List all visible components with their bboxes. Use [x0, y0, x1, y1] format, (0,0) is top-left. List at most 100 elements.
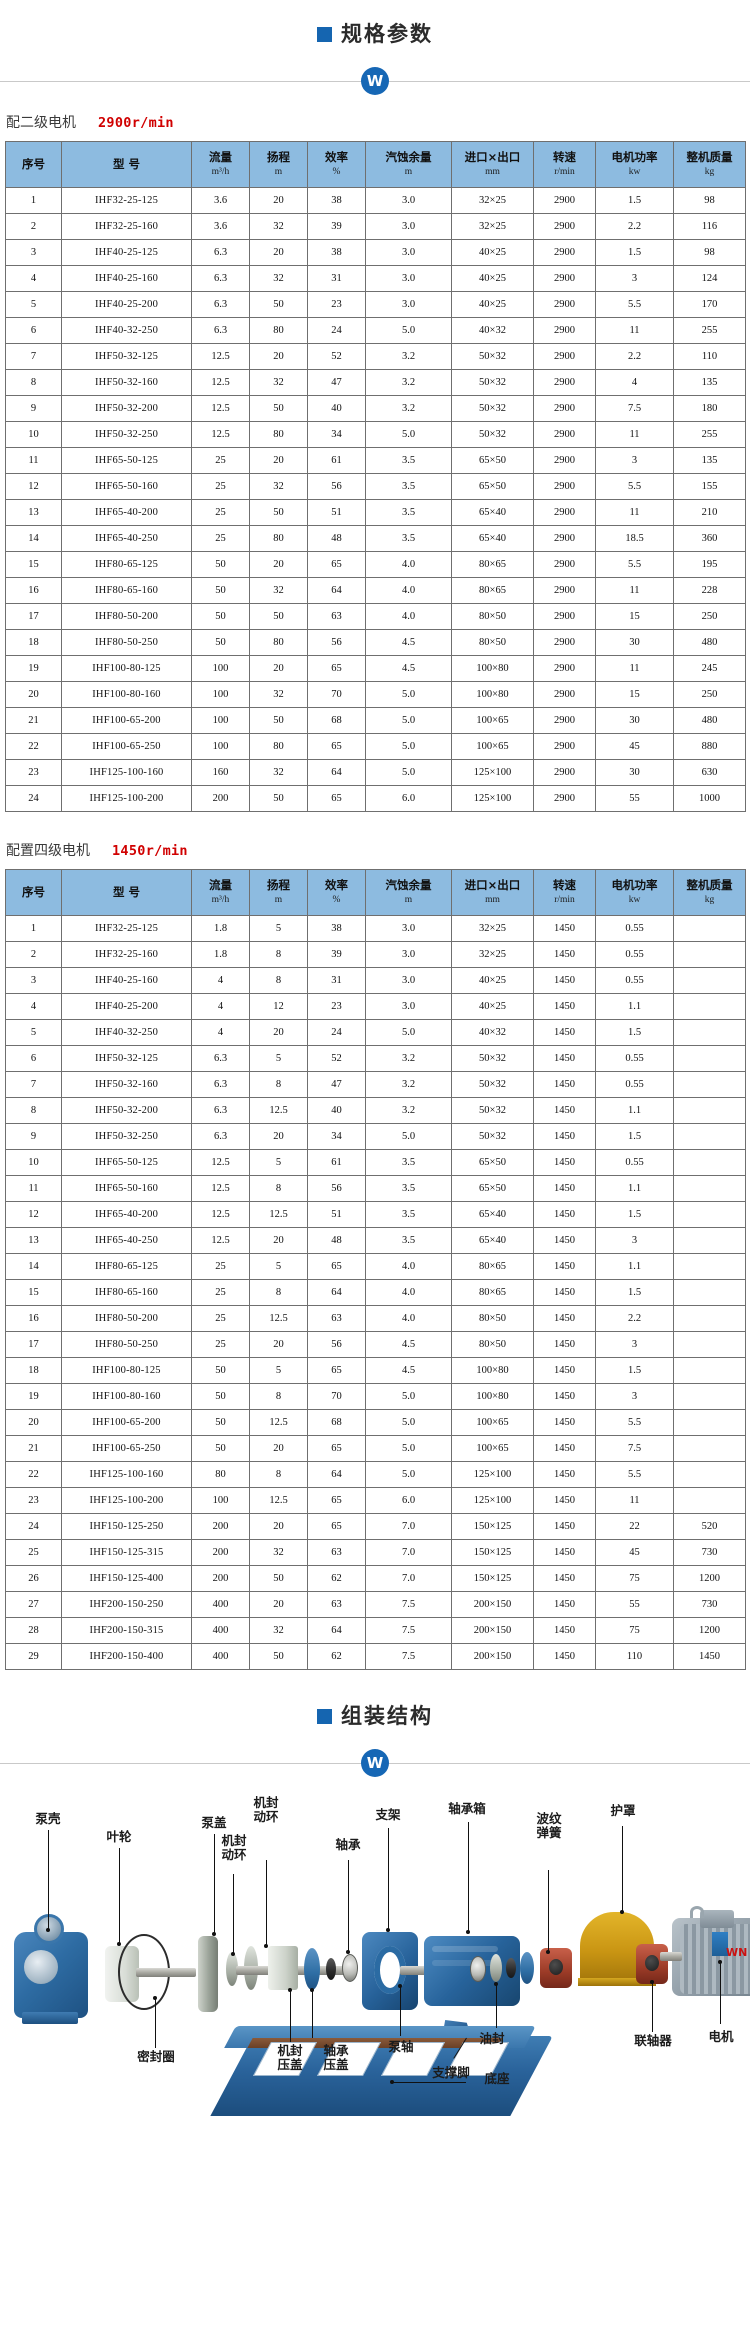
cell-0: 9 — [5, 395, 62, 422]
cell-3: 50 — [249, 291, 308, 318]
cell-1: IHF200-150-315 — [61, 1617, 192, 1644]
col-header-label: 汽蚀余量 — [385, 150, 432, 165]
cell-6: 200×150 — [451, 1591, 534, 1618]
cell-2: 200 — [191, 1513, 250, 1540]
cell-7: 1450 — [533, 1435, 596, 1462]
table-row: 9 IHF50-32-250 6.3 20 34 5.0 50×32 1450 1.5 — [5, 1123, 746, 1150]
cell-8: 2.2 — [595, 213, 674, 240]
cell-0: 3 — [5, 239, 62, 266]
cell-1: IHF150-125-400 — [61, 1565, 192, 1592]
cell-0: 24 — [5, 1513, 62, 1540]
cell-8: 11 — [595, 421, 674, 448]
col-header-unit: % — [332, 894, 341, 905]
cell-1: IHF80-65-160 — [61, 1279, 192, 1306]
cell-9: 98 — [673, 187, 746, 214]
cell-4: 24 — [307, 1019, 366, 1046]
cell-1: IHF125-100-160 — [61, 759, 192, 786]
cell-3: 50 — [249, 1643, 308, 1670]
cell-9 — [673, 1097, 746, 1124]
leader-line-seal-ring — [155, 1998, 156, 2048]
cell-3: 8 — [249, 1461, 308, 1488]
col-header-label: 整机质量 — [686, 150, 733, 165]
cell-6: 150×125 — [451, 1513, 534, 1540]
col-header-7: 转速 r/min — [533, 869, 596, 916]
motor-brand-mark: WN — [726, 1946, 748, 1959]
cell-8: 3 — [595, 1331, 674, 1358]
label-guard: 护罩 — [610, 1803, 636, 1818]
cell-9: 1000 — [673, 785, 746, 812]
cell-2: 12.5 — [191, 343, 250, 370]
cell-1: IHF200-150-250 — [61, 1591, 192, 1618]
cell-1: IHF32-25-125 — [61, 187, 192, 214]
cell-1: IHF65-50-125 — [61, 1149, 192, 1176]
cell-6: 40×32 — [451, 1019, 534, 1046]
cell-6: 100×65 — [451, 1435, 534, 1462]
cell-3: 80 — [249, 733, 308, 760]
cell-1: IHF100-80-160 — [61, 1383, 192, 1410]
cell-5: 3.2 — [365, 1045, 452, 1072]
cell-6: 80×50 — [451, 1305, 534, 1332]
cell-8: 1.5 — [595, 1279, 674, 1306]
cell-7: 1450 — [533, 1097, 596, 1124]
cell-9: 135 — [673, 447, 746, 474]
cell-8: 7.5 — [595, 1435, 674, 1462]
cell-0: 19 — [5, 1383, 62, 1410]
label-pump-casing: 泵壳 — [35, 1811, 61, 1826]
cell-6: 40×25 — [451, 967, 534, 994]
col-header-unit: mm — [485, 894, 500, 905]
cell-0: 8 — [5, 369, 62, 396]
cell-1: IHF40-25-200 — [61, 291, 192, 318]
cell-7: 2900 — [533, 681, 596, 708]
cell-0: 6 — [5, 317, 62, 344]
cell-1: IHF50-32-250 — [61, 421, 192, 448]
col-header-5: 汽蚀余量 m — [365, 141, 452, 188]
cell-2: 50 — [191, 1383, 250, 1410]
cell-6: 125×100 — [451, 1487, 534, 1514]
cell-5: 3.0 — [365, 967, 452, 994]
col-header-8: 电机功率 kw — [595, 141, 674, 188]
cell-1: IHF80-50-200 — [61, 1305, 192, 1332]
cell-5: 3.5 — [365, 1149, 452, 1176]
cell-1: IHF100-80-160 — [61, 681, 192, 708]
col-header-unit: % — [332, 166, 341, 177]
cell-6: 40×25 — [451, 239, 534, 266]
label-wave-spring: 波纹 弹簧 — [536, 1811, 562, 1840]
label-coupling: 联轴器 — [634, 2033, 672, 2048]
cell-8: 0.55 — [595, 967, 674, 994]
cell-8: 11 — [595, 499, 674, 526]
w-logo-badge-icon: W — [361, 67, 389, 95]
cell-6: 65×40 — [451, 499, 534, 526]
label-bearing: 轴承 — [335, 1837, 361, 1852]
spec-section-heading: 规格参数 — [0, 0, 750, 48]
cell-3: 50 — [249, 499, 308, 526]
cell-7: 1450 — [533, 915, 596, 942]
table-row: 27 IHF200-150-250 400 20 63 7.5 200×150 1450 55 7… — [5, 1591, 746, 1618]
cell-7: 1450 — [533, 993, 596, 1020]
cell-7: 2900 — [533, 369, 596, 396]
cell-8: 0.55 — [595, 915, 674, 942]
cell-2: 25 — [191, 1279, 250, 1306]
cell-8: 1.5 — [595, 239, 674, 266]
col-header-label: 进口×出口 — [464, 878, 521, 893]
leader-line-oil-seal — [496, 1984, 497, 2028]
mech-seal-moving-ring-2-part — [268, 1946, 298, 1990]
cell-9: 255 — [673, 421, 746, 448]
cell-4: 65 — [307, 1435, 366, 1462]
cell-7: 1450 — [533, 1279, 596, 1306]
cell-6: 125×100 — [451, 759, 534, 786]
w-logo-badge-icon: W — [361, 1749, 389, 1777]
cell-4: 31 — [307, 265, 366, 292]
cell-3: 8 — [249, 967, 308, 994]
cell-2: 1.8 — [191, 941, 250, 968]
cell-3: 32 — [249, 265, 308, 292]
table-row: 22 IHF125-100-160 80 8 64 5.0 125×100 1450 5.5 — [5, 1461, 746, 1488]
cell-3: 32 — [249, 577, 308, 604]
cell-1: IHF50-32-125 — [61, 1045, 192, 1072]
cell-2: 6.3 — [191, 1071, 250, 1098]
cell-4: 24 — [307, 317, 366, 344]
cell-7: 1450 — [533, 1617, 596, 1644]
cell-0: 18 — [5, 1357, 62, 1384]
cell-4: 23 — [307, 993, 366, 1020]
cell-8: 11 — [595, 655, 674, 682]
cell-8: 5.5 — [595, 1409, 674, 1436]
